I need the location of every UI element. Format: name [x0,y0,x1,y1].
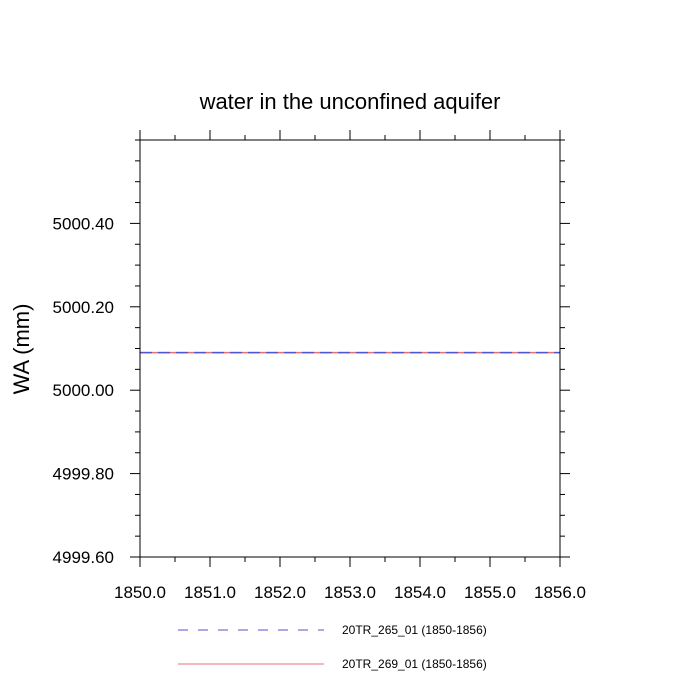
y-tick-label: 4999.60 [53,548,114,567]
y-axis-label: WA (mm) [9,304,34,395]
axis-ticks [130,130,570,567]
x-tick-label: 1854.0 [394,583,446,602]
x-tick-label: 1850.0 [114,583,166,602]
tick-labels: 1850.0 1851.0 1852.0 1853.0 1854.0 1855.0 1856… [53,214,586,602]
x-tick-label: 1856.0 [534,583,586,602]
x-tick-label: 1853.0 [324,583,376,602]
y-tick-label: 4999.80 [53,465,114,484]
x-tick-label: 1851.0 [184,583,236,602]
x-tick-label: 1852.0 [254,583,306,602]
x-tick-label: 1855.0 [464,583,516,602]
legend-label-1: 20TR_265_01 (1850-1856) [342,623,487,637]
y-tick-label: 5000.00 [53,381,114,400]
chart-title: water in the unconfined aquifer [199,89,501,114]
y-tick-label: 5000.20 [53,298,114,317]
y-tick-label: 5000.40 [53,214,114,233]
legend-label-2: 20TR_269_01 (1850-1856) [342,657,487,671]
legend: 20TR_265_01 (1850-1856) 20TR_269_01 (1850… [178,623,487,671]
plot-frame [139,139,561,558]
